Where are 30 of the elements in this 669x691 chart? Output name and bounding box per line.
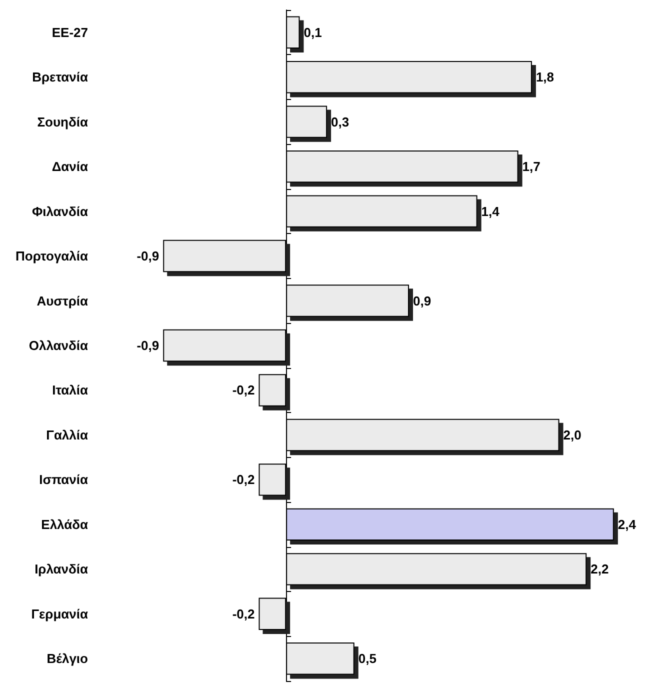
y-tick-label: Πορτογαλία bbox=[16, 248, 88, 264]
data-label: 2,0 bbox=[563, 427, 582, 442]
data-label: 2,2 bbox=[590, 562, 609, 577]
y-tick-label: EE-27 bbox=[52, 24, 88, 40]
y-tick-label: Ιρλανδία bbox=[34, 562, 88, 577]
y-tick-label: Γαλλία bbox=[46, 427, 88, 442]
y-tick-label: Ολλανδία bbox=[28, 338, 88, 353]
y-tick-label: Ιταλία bbox=[52, 382, 88, 398]
y-tick-label: Φιλανδία bbox=[32, 204, 88, 219]
data-label: 0,3 bbox=[331, 114, 350, 130]
y-tick-label: Δανία bbox=[52, 159, 88, 174]
y-tick-label: Σουηδία bbox=[37, 114, 88, 130]
y-tick-label: Γερμανία bbox=[31, 606, 88, 622]
data-label: 0,5 bbox=[358, 651, 376, 666]
y-tick-label: Ελλάδα bbox=[41, 516, 88, 532]
y-tick-label: Αυστρία bbox=[36, 293, 88, 308]
data-label: 1,8 bbox=[536, 70, 554, 85]
y-tick-label: Βρετανία bbox=[32, 70, 88, 85]
data-label: 0,9 bbox=[413, 293, 432, 308]
data-label: 2,4 bbox=[618, 516, 637, 532]
data-label: 1,4 bbox=[481, 204, 500, 219]
data-label: -0,9 bbox=[136, 248, 160, 264]
data-label: 0,1 bbox=[304, 24, 322, 40]
data-label: -0,2 bbox=[232, 382, 255, 398]
data-label: -0,2 bbox=[232, 606, 255, 622]
data-label: -0,2 bbox=[232, 472, 255, 488]
data-label: -0,9 bbox=[136, 338, 160, 353]
y-tick-label: Βέλγιο bbox=[46, 651, 88, 666]
data-label: 1,7 bbox=[522, 159, 540, 174]
y-tick-label: Ισπανία bbox=[39, 472, 88, 488]
